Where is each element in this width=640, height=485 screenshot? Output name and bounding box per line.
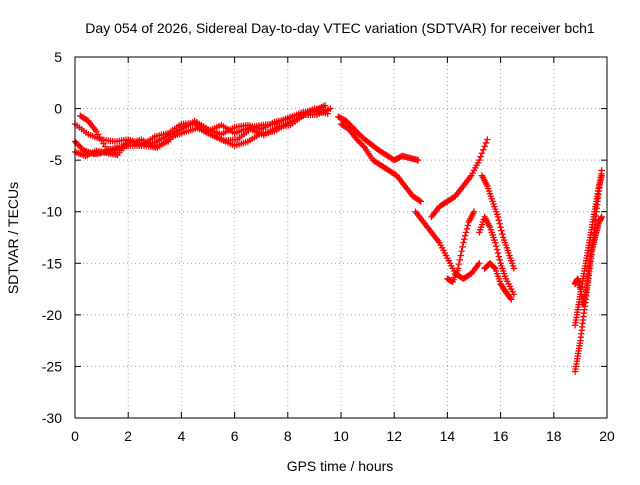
point-track-15-60 xyxy=(598,213,605,221)
series-track-6 xyxy=(337,120,424,205)
y-tick-label-1: 0 xyxy=(54,101,62,117)
grid-layer xyxy=(75,57,607,418)
series-track-12 xyxy=(481,260,515,303)
point-track-9-16 xyxy=(458,248,465,255)
point-track-10-22 xyxy=(498,227,505,234)
point-track-5-60 xyxy=(414,156,422,164)
point-track-6-59 xyxy=(416,197,423,204)
point-track-8-39 xyxy=(480,146,487,154)
series-track-9 xyxy=(444,208,478,286)
series-track-10 xyxy=(478,172,518,272)
point-track-10-36 xyxy=(510,265,518,272)
series-track-4 xyxy=(71,105,334,160)
point-track-12-11 xyxy=(491,264,498,271)
point-track-6-60 xyxy=(417,198,424,205)
x-axis-label: GPS time / hours xyxy=(287,458,394,474)
point-track-10-21 xyxy=(497,223,504,231)
point-track-4-120 xyxy=(327,105,334,112)
point-track-10-20 xyxy=(496,220,503,227)
x-tick-label-1: 2 xyxy=(124,428,132,444)
point-track-9-14 xyxy=(456,256,464,264)
point-track-8-40 xyxy=(481,143,488,150)
y-axis-label: SDTVAR / TECUs xyxy=(5,182,21,294)
x-tick-label-0: 0 xyxy=(71,428,79,444)
y-tick-label-5: -20 xyxy=(42,307,62,323)
point-track-7-48 xyxy=(476,260,483,267)
point-track-10-18 xyxy=(494,213,502,221)
x-tick-label-8: 16 xyxy=(493,428,509,444)
point-track-12-30 xyxy=(508,296,515,303)
series-track-7 xyxy=(412,208,483,282)
y-tick-label-7: -30 xyxy=(42,410,62,426)
marks-layer xyxy=(71,102,605,375)
point-track-8-38 xyxy=(478,150,486,157)
point-track-11-22 xyxy=(495,253,503,260)
series-track-15 xyxy=(571,213,605,308)
point-track-9-20 xyxy=(461,232,469,239)
point-track-9-19 xyxy=(461,236,468,243)
point-track-9-15 xyxy=(457,252,464,259)
series-track-11 xyxy=(476,213,518,298)
point-track-10-19 xyxy=(495,217,503,224)
point-track-9-17 xyxy=(459,243,466,251)
x-tick-label-10: 20 xyxy=(599,428,615,444)
x-tick-label-7: 14 xyxy=(440,428,456,444)
point-track-11-18 xyxy=(492,239,499,246)
point-track-6-17 xyxy=(360,143,367,150)
point-track-11-20 xyxy=(493,246,501,253)
point-track-10-23 xyxy=(499,230,506,238)
point-track-12-29 xyxy=(507,294,514,302)
y-tick-label-3: -10 xyxy=(42,204,62,220)
point-track-8-41 xyxy=(482,139,490,147)
point-track-9-18 xyxy=(460,239,467,246)
point-track-9-30 xyxy=(470,208,478,215)
series-track-5 xyxy=(335,113,422,164)
y-tick-label-2: -5 xyxy=(50,152,63,168)
point-track-11-36 xyxy=(510,291,518,298)
y-tick-label-6: -25 xyxy=(42,358,62,374)
point-track-8-36 xyxy=(476,156,483,164)
x-tick-label-4: 8 xyxy=(284,428,292,444)
point-track-11-19 xyxy=(492,242,500,250)
x-tick-label-3: 6 xyxy=(231,428,239,444)
point-track-8-37 xyxy=(477,153,484,160)
point-track-9-23 xyxy=(464,222,471,229)
point-track-9-22 xyxy=(463,225,471,233)
series-track-14 xyxy=(571,172,605,329)
axes-layer: 0 2 4 6 8 10 12 14 16 18 20 5 0 -5 -10 -15 -20 -25 -30 xyxy=(42,49,615,444)
point-track-14-60 xyxy=(598,172,605,179)
y-tick-label-0: 5 xyxy=(54,49,62,65)
point-track-11-23 xyxy=(496,256,503,264)
point-track-9-13 xyxy=(455,260,463,268)
x-tick-label-5: 10 xyxy=(333,428,349,444)
point-track-8-42 xyxy=(484,136,491,143)
chart-title: Day 054 of 2026, Sidereal Day-to-day VTE… xyxy=(85,20,595,36)
x-tick-label-9: 18 xyxy=(546,428,562,444)
series-track-8 xyxy=(428,136,491,221)
point-track-9-12 xyxy=(454,265,462,272)
y-tick-label-4: -15 xyxy=(42,255,62,271)
point-track-9-21 xyxy=(462,229,470,236)
x-tick-label-6: 12 xyxy=(386,428,402,444)
x-tick-label-2: 4 xyxy=(178,428,186,444)
point-track-11-21 xyxy=(494,249,502,257)
